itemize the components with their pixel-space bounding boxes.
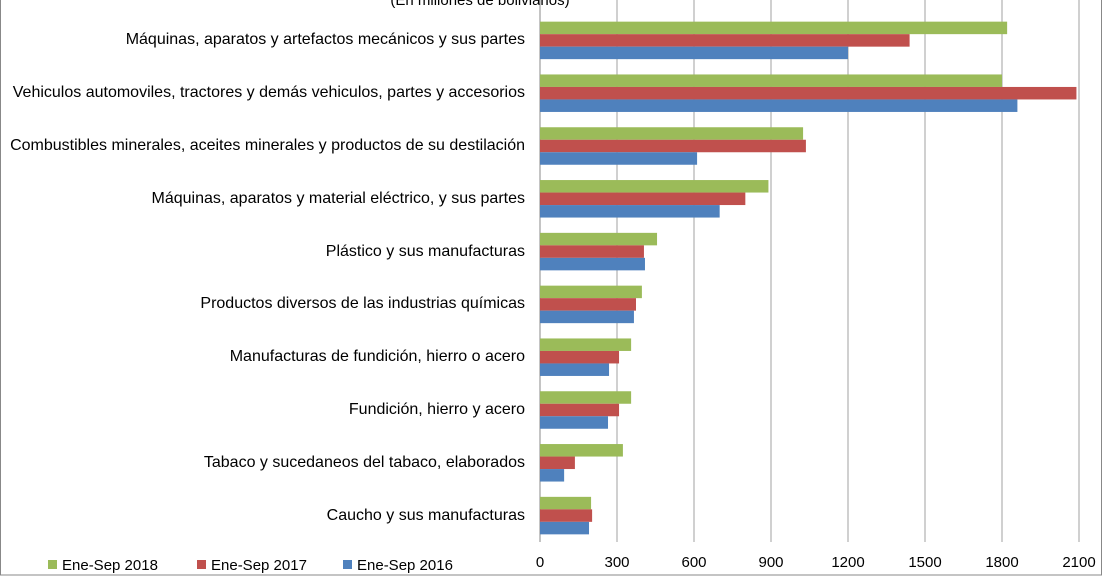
x-tick-label: 600: [681, 554, 706, 571]
category-label: Productos diversos de las industrias quí…: [200, 295, 525, 313]
chart-subtitle: (En millones de bolivianos): [390, 0, 569, 9]
legend-label: Ene-Sep 2016: [357, 557, 453, 574]
bar: [540, 46, 848, 60]
bar: [540, 245, 644, 258]
bar: [540, 521, 590, 535]
bar: [540, 496, 592, 510]
bar: [540, 310, 634, 324]
bar: [540, 350, 620, 364]
bar: [540, 363, 610, 376]
bar: [540, 127, 804, 140]
y-tick-label: Caucho y sus manufacturas: [0, 506, 525, 526]
legend-swatch: [343, 560, 352, 569]
y-tick-label: Máquinas, aparatos y material eléctrico,…: [0, 189, 526, 209]
category-label: Vehiculos automoviles, tractores y demás…: [12, 84, 525, 102]
bar: [540, 139, 806, 153]
x-tick-label: 900: [758, 554, 783, 571]
bar: [540, 391, 632, 404]
legend-swatch: [197, 560, 206, 569]
x-tick-label: 0: [536, 554, 544, 571]
category-label: Manufacturas de fundición, hierro o acer…: [229, 348, 525, 366]
bar: [540, 86, 1077, 100]
category-label: Combustibles minerales, aceites minerale…: [10, 137, 525, 154]
y-tick-label: Fundición, hierro y acero: [0, 400, 525, 420]
y-tick-label: Plástico y sus manufacturas: [0, 242, 525, 262]
y-tick-label: Tabaco y sucedaneos del tabaco, elaborad…: [0, 453, 525, 473]
category-label: Caucho y sus manufacturas: [326, 506, 525, 524]
bar: [540, 99, 1018, 112]
y-tick-label: Combustibles minerales, aceites minerale…: [0, 136, 525, 156]
bar: [540, 257, 645, 271]
x-tick-label: 2100: [1062, 554, 1095, 571]
bar: [540, 298, 636, 311]
x-tick-label: 1800: [985, 554, 1018, 571]
bar: [540, 444, 623, 457]
bar: [540, 205, 720, 218]
bar: [540, 416, 609, 429]
x-tick-label: 300: [604, 554, 629, 571]
y-tick-label: Vehiculos automoviles, tractores y demás…: [0, 83, 525, 103]
bar: [540, 509, 593, 522]
bar: [540, 21, 1008, 35]
bar: [540, 338, 632, 351]
y-tick-label: Productos diversos de las industrias quí…: [0, 294, 525, 314]
bar: [540, 192, 746, 206]
category-label: Máquinas, aparatos y material eléctrico,…: [151, 189, 526, 207]
y-tick-label: Manufacturas de fundición, hierro o acer…: [0, 347, 525, 367]
category-label: Máquinas, aparatos y artefactos mecánico…: [125, 31, 525, 49]
x-tick-label: 1500: [908, 554, 941, 571]
bar: [540, 180, 769, 193]
bar: [540, 34, 910, 47]
category-label: Plástico y sus manufacturas: [325, 242, 525, 260]
bar: [540, 152, 698, 165]
bar: [540, 74, 1002, 87]
category-label: Fundición, hierro y acero: [348, 401, 525, 418]
bar: [540, 232, 658, 246]
bar: [540, 456, 575, 470]
legend-label: Ene-Sep 2018: [62, 557, 158, 574]
category-label: Tabaco y sucedaneos del tabaco, elaborad…: [203, 453, 525, 471]
y-tick-label: Máquinas, aparatos y artefactos mecánico…: [0, 30, 525, 50]
x-tick-label: 1200: [831, 554, 864, 571]
legend-label: Ene-Sep 2017: [211, 557, 307, 574]
bar: [540, 403, 620, 417]
bar: [540, 285, 642, 299]
bar: [540, 469, 565, 482]
legend-swatch: [48, 560, 57, 569]
